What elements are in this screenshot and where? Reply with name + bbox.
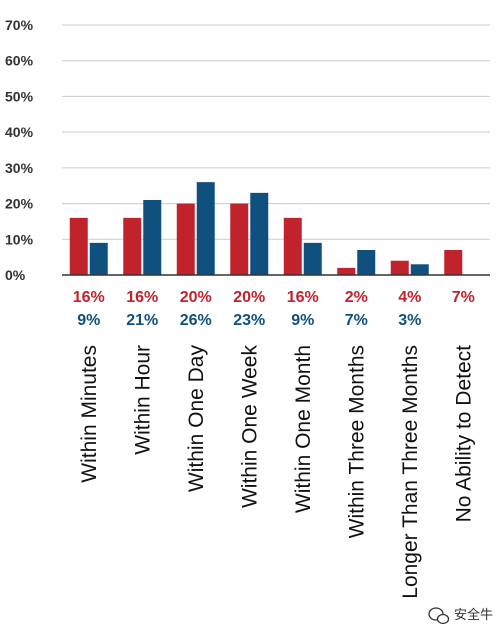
value-label-series-1: 4% bbox=[398, 289, 421, 306]
bar-series-1 bbox=[176, 203, 195, 275]
category-labels: Within Minutes Within Hour Within One Day W… bbox=[78, 345, 476, 599]
bar-series-1 bbox=[283, 217, 302, 275]
gridlines bbox=[62, 24, 490, 240]
value-label-series-2: 23% bbox=[233, 312, 265, 329]
value-label-series-2: 9% bbox=[77, 312, 100, 329]
category-label: No Ability to Detect bbox=[452, 345, 475, 523]
bar-series-2 bbox=[89, 242, 108, 275]
y-tick-label: 60% bbox=[5, 53, 34, 69]
category-label: Within Minutes bbox=[78, 345, 101, 483]
y-tick-label: 50% bbox=[5, 88, 34, 104]
y-tick-label: 30% bbox=[5, 160, 34, 176]
bar-series-1 bbox=[444, 250, 463, 275]
value-label-series-2: 26% bbox=[180, 312, 212, 329]
bar-series-2 bbox=[250, 192, 269, 275]
bar-series-2 bbox=[357, 250, 376, 275]
value-label-series-2: 7% bbox=[345, 312, 368, 329]
y-tick-label: 40% bbox=[5, 124, 34, 140]
value-label-series-1: 16% bbox=[126, 289, 158, 306]
value-label-series-1: 2% bbox=[345, 289, 368, 306]
y-tick-label: 0% bbox=[5, 267, 26, 283]
bar-series-1 bbox=[230, 203, 249, 275]
bars bbox=[69, 182, 463, 275]
bar-series-1 bbox=[123, 217, 142, 275]
bar-series-1 bbox=[337, 267, 356, 275]
value-label-series-1: 7% bbox=[452, 289, 475, 306]
value-label-series-1: 20% bbox=[233, 289, 265, 306]
category-label: Within One Day bbox=[185, 345, 208, 493]
watermark: 安全牛 bbox=[428, 607, 493, 625]
value-labels: 16% 9% 16% 21% 20% 26% 20% 23% 16% 9% 2% 7% 4% 3% 7% bbox=[73, 289, 475, 329]
value-label-series-1: 16% bbox=[287, 289, 319, 306]
y-tick-label: 20% bbox=[5, 196, 34, 212]
value-label-series-2: 9% bbox=[291, 312, 314, 329]
y-tick-label: 70% bbox=[5, 17, 34, 33]
bar-series-2 bbox=[143, 200, 162, 275]
value-label-series-2: 3% bbox=[398, 312, 421, 329]
category-label: Within One Week bbox=[238, 345, 261, 509]
y-tick-label: 10% bbox=[5, 231, 34, 247]
bar-series-2 bbox=[410, 264, 429, 275]
y-axis-ticks: 0% 10% 20% 30% 40% 50% 60% 70% bbox=[5, 17, 34, 283]
bar-series-1 bbox=[69, 217, 88, 275]
value-label-series-2: 21% bbox=[126, 312, 158, 329]
value-label-series-1: 20% bbox=[180, 289, 212, 306]
category-label: Within Three Months bbox=[345, 345, 368, 538]
watermark-text: 安全牛 bbox=[454, 607, 493, 622]
bar-series-2 bbox=[196, 182, 215, 275]
category-label: Within Hour bbox=[131, 345, 154, 455]
bar-series-1 bbox=[390, 260, 409, 275]
bar-series-2 bbox=[303, 242, 322, 275]
wechat-icon bbox=[428, 607, 450, 625]
category-label: Within One Month bbox=[292, 345, 315, 513]
value-label-series-1: 16% bbox=[73, 289, 105, 306]
category-label: Longer Than Three Months bbox=[399, 345, 422, 599]
